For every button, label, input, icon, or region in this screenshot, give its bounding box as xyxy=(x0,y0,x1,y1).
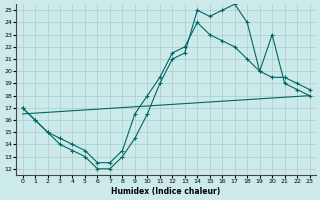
X-axis label: Humidex (Indice chaleur): Humidex (Indice chaleur) xyxy=(111,187,221,196)
